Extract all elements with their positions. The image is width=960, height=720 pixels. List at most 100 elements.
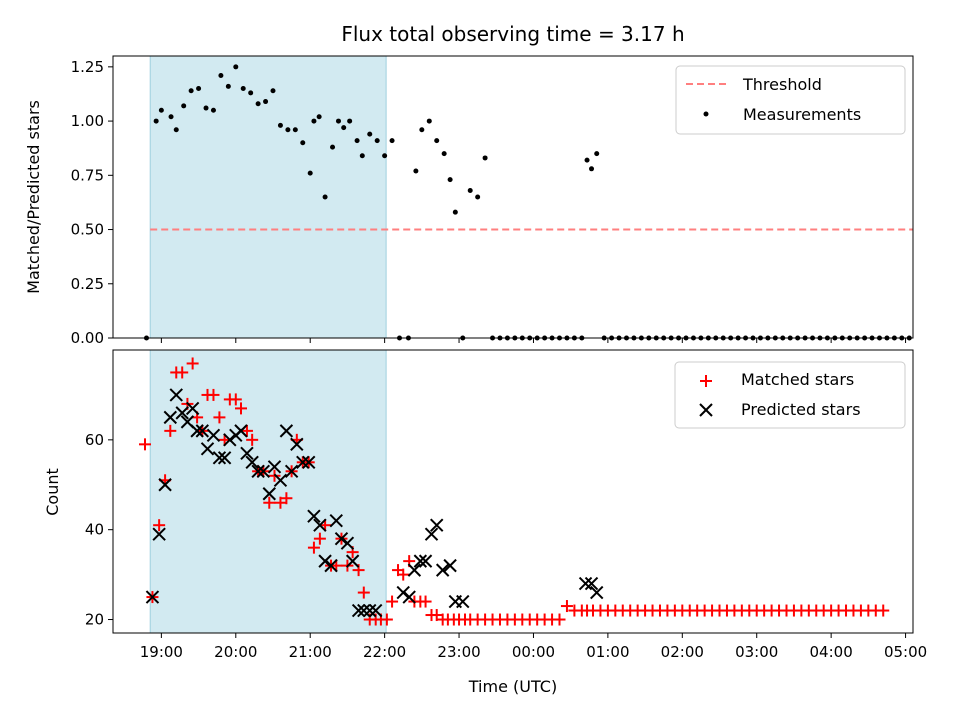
bottom-legend: Matched stars Predicted stars (674, 361, 906, 429)
measurement-point (311, 118, 317, 124)
predicted-star-point (145, 590, 160, 604)
y-tick-label: 20 (85, 611, 104, 629)
legend-threshold-label: Threshold (742, 75, 822, 94)
matched-star-point (560, 600, 573, 613)
measurement-point (475, 194, 481, 200)
predicted-star-point (584, 576, 599, 591)
predicted-star-point (200, 442, 215, 456)
y-tick-label: 0.75 (71, 166, 104, 184)
x-tick-label: 23:00 (437, 643, 480, 661)
bottom-panel: 20 40 60 19:00 20:00 21:00 22:00 23:00 00:00 01:… (43, 349, 927, 696)
measurement-point (153, 118, 159, 124)
measurement-point (270, 88, 276, 94)
legend-predicted-label: Predicted stars (741, 400, 861, 419)
predicted-star-point (396, 585, 410, 600)
predicted-star-point (307, 509, 321, 523)
measurement-point (594, 151, 600, 157)
y-tick-label: 1.00 (71, 112, 104, 130)
matched-star-point (380, 613, 393, 626)
top-panel: Flux total observing time = 3.17 h 0.000… (24, 22, 914, 347)
predicted-star-point (163, 410, 178, 425)
measurement-point (359, 153, 365, 159)
predicted-star-point (240, 446, 254, 461)
measurement-point (218, 73, 224, 79)
measurement-point (374, 138, 380, 144)
predicted-star-point (424, 527, 439, 541)
measurement-point (426, 118, 432, 124)
predicted-star-point (245, 455, 259, 470)
predicted-star-point (313, 518, 327, 532)
predicted-star-point (324, 558, 338, 573)
bottom-y-axis-label: Count (43, 468, 62, 516)
measurement-point (240, 86, 246, 92)
measurement-point (316, 114, 322, 120)
predicted-star-point (590, 585, 604, 600)
predicted-star-point (402, 590, 416, 604)
measurement-point (158, 107, 164, 113)
predicted-star-point (190, 424, 204, 438)
measurement-point (330, 144, 336, 150)
predicted-star-point (443, 558, 457, 573)
matched-star-point (235, 402, 247, 415)
predicted-star-point (407, 563, 422, 577)
y-tick-label: 40 (85, 521, 104, 539)
x-tick-label: 20:00 (214, 643, 257, 661)
predicted-star-point (363, 603, 377, 618)
y-tick-label: 0.00 (71, 329, 104, 347)
measurement-point (382, 153, 388, 159)
matched-star-point (280, 492, 293, 505)
matched-star-point (207, 388, 220, 401)
bottom-legend-box (674, 361, 906, 429)
matched-star-point (186, 357, 199, 370)
measurement-point (300, 140, 306, 146)
x-tick-label: 21:00 (289, 643, 332, 661)
predicted-star-point (158, 478, 172, 492)
predicted-star-point (185, 401, 200, 416)
x-tick-label: 22:00 (363, 643, 406, 661)
predicted-star-point (345, 554, 360, 568)
measurement-point (173, 127, 179, 133)
predicted-star-point (413, 554, 428, 568)
top-y-axis-label: Matched/Predicted stars (24, 100, 43, 294)
top-y-axis: 0.00 0.25 0.50 0.75 1.00 1.25 (71, 58, 113, 347)
predicted-star-point (456, 594, 470, 609)
predicted-star-point (152, 527, 166, 541)
matched-star-point (307, 541, 320, 554)
measurement-point (196, 86, 202, 92)
measurement-point (225, 83, 231, 89)
matched-star-point (229, 393, 242, 406)
predicted-star-point (435, 563, 450, 577)
predicted-star-point (368, 603, 383, 618)
predicted-star-point (334, 531, 349, 546)
measurement-point (307, 170, 313, 176)
measurement-point (255, 101, 261, 107)
predicted-star-point (195, 424, 210, 438)
measurement-point (203, 105, 209, 111)
bottom-y-axis: 20 40 60 (85, 431, 113, 629)
predicted-star-point (217, 451, 232, 465)
predicted-star-point (318, 554, 332, 568)
measurement-point (292, 127, 298, 133)
predicted-star-point (212, 451, 227, 465)
measurement-point (248, 90, 254, 96)
matched-star-point (877, 604, 890, 617)
measurement-point (452, 209, 458, 215)
predicted-star-point (267, 460, 282, 474)
measurement-point (347, 118, 353, 124)
x-tick-label: 05:00 (884, 643, 927, 661)
matched-star-point (268, 469, 281, 482)
measurement-point (467, 187, 473, 193)
measurement-point (285, 127, 291, 133)
predicted-star-point (169, 388, 183, 402)
predicted-star-point (290, 437, 304, 452)
predicted-stars-series (145, 388, 604, 618)
predicted-star-point (175, 406, 189, 420)
predicted-star-point (284, 464, 299, 478)
measurement-point (434, 138, 440, 144)
matched-star-point (357, 586, 370, 599)
measurement-point (341, 125, 347, 131)
top-x-axis (160, 338, 907, 343)
measurement-point (263, 99, 269, 105)
measurement-point (335, 118, 341, 124)
predicted-star-point (273, 473, 288, 487)
